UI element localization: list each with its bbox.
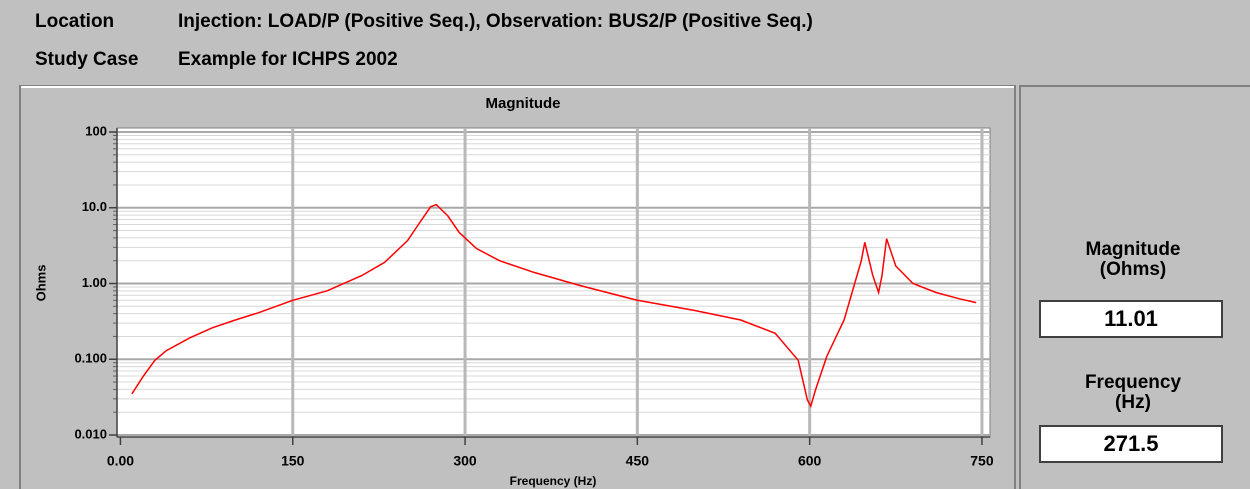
x-tick-label: 450 bbox=[626, 453, 650, 469]
study-case-label: Study Case bbox=[35, 49, 138, 70]
frequency-box bbox=[1039, 425, 1223, 463]
location-label: Location bbox=[35, 11, 114, 32]
frequency-label: Frequency bbox=[1085, 372, 1182, 393]
y-tick-label: 10.0 bbox=[82, 199, 107, 214]
frequency-value: 271.5 bbox=[1103, 431, 1158, 456]
y-axis-label: Ohms bbox=[33, 265, 48, 302]
frequency-unit: (Hz) bbox=[1115, 392, 1151, 413]
location-value: Injection: LOAD/P (Positive Seq.), Obser… bbox=[178, 11, 813, 32]
x-tick-label: 600 bbox=[798, 453, 822, 469]
x-tick-label: 300 bbox=[453, 453, 477, 469]
data-line bbox=[131, 203, 977, 409]
x-axis-label: Frequency (Hz) bbox=[510, 474, 597, 488]
magnitude-value: 11.01 bbox=[1104, 306, 1158, 331]
chart-title: Magnitude bbox=[486, 95, 561, 112]
y-tick-label: 0.010 bbox=[74, 426, 107, 441]
x-tick-label: 0.00 bbox=[107, 453, 134, 469]
y-tick-label: 100 bbox=[85, 123, 107, 138]
readout-panel bbox=[1019, 85, 1250, 489]
magnitude-box bbox=[1039, 300, 1223, 338]
x-tick-label: 750 bbox=[970, 453, 994, 469]
magnitude-unit: (Ohms) bbox=[1100, 259, 1167, 280]
magnitude-label: Magnitude bbox=[1086, 239, 1181, 260]
y-tick-label: 0.100 bbox=[74, 351, 107, 366]
x-tick-label: 150 bbox=[281, 453, 305, 469]
y-tick-label: 1.00 bbox=[82, 275, 107, 290]
study-case-value: Example for ICHPS 2002 bbox=[178, 49, 398, 70]
